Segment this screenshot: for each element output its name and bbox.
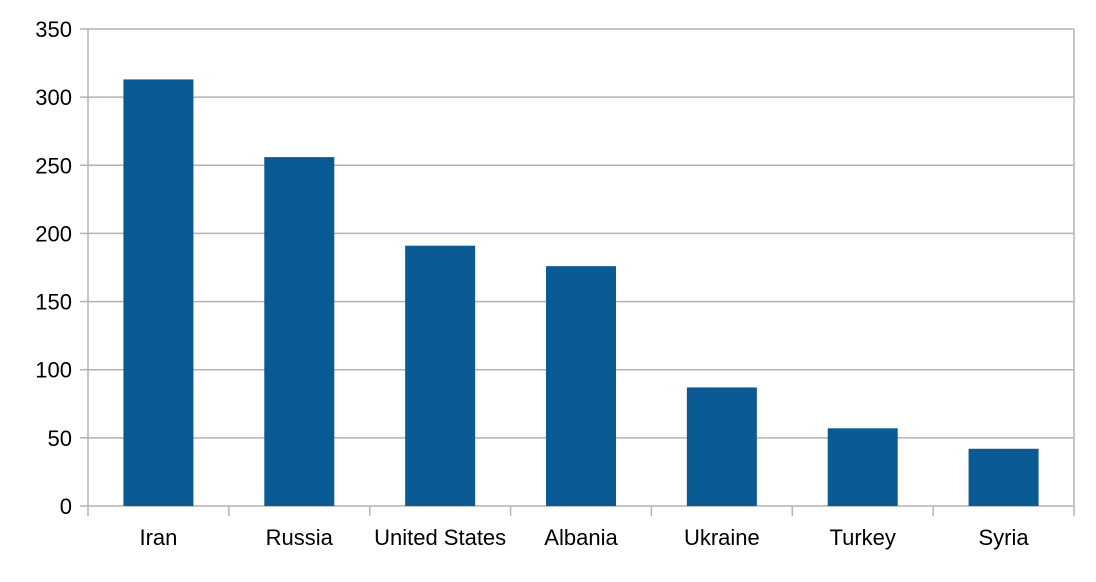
axis-layer xyxy=(80,28,1075,516)
bar-albania xyxy=(546,266,616,506)
x-tick-label: Albania xyxy=(544,525,618,550)
y-tick-label: 150 xyxy=(35,290,72,315)
y-tick-label: 250 xyxy=(35,153,72,178)
bar-layer xyxy=(123,79,1039,507)
x-tick-label: Iran xyxy=(139,525,177,550)
bar-united-states xyxy=(405,245,476,507)
x-tick-label: Ukraine xyxy=(684,525,760,550)
label-layer: 0 50 100 150 200 250 300 350 Iran Russia United St… xyxy=(35,17,1029,550)
x-tick-label: Syria xyxy=(979,525,1030,550)
x-tick-label: Russia xyxy=(266,525,334,550)
y-tick-label: 50 xyxy=(48,426,72,451)
y-tick-label: 350 xyxy=(35,17,72,42)
y-tick-label: 100 xyxy=(35,358,72,383)
x-tick-label: United States xyxy=(374,525,506,550)
bar-turkey xyxy=(827,428,898,506)
bar-iran xyxy=(123,79,194,506)
y-tick-label: 300 xyxy=(35,85,72,110)
bar-ukraine xyxy=(686,387,757,506)
x-tick-label: Turkey xyxy=(830,525,896,550)
bar-russia xyxy=(264,157,335,506)
bar-syria xyxy=(968,448,1039,506)
y-tick-label: 200 xyxy=(35,221,72,246)
y-tick-label: 0 xyxy=(60,494,72,519)
